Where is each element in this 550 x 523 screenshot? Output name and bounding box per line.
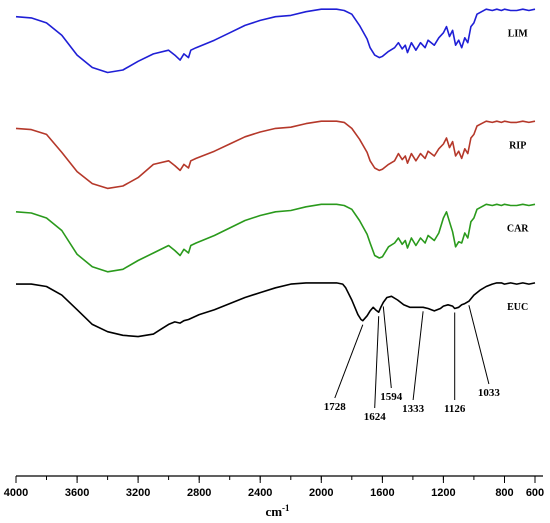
x-tick-label: 4000 <box>4 487 28 499</box>
annotation-line-1333 <box>412 311 424 401</box>
series-line-euc <box>16 282 536 338</box>
annotation-label-1126: 1126 <box>444 403 466 415</box>
x-tick-label: 3600 <box>65 487 89 499</box>
series-label-rip: RIP <box>509 140 526 151</box>
annotation-line-1624 <box>374 316 380 409</box>
x-tick-label: 600 <box>526 487 544 499</box>
series-label-car: CAR <box>507 224 529 235</box>
tick-layer: 4000 3600 3200 2800 2400 2000 1600 1200 800 600 <box>4 476 544 499</box>
annotation-label-1728: 1728 <box>324 401 347 413</box>
annotation-line-1033 <box>468 305 490 385</box>
annotation-label-1333: 1333 <box>402 403 425 415</box>
series-line-rip <box>15 120 536 190</box>
x-tick-label: 1600 <box>370 487 394 499</box>
annotation-label-1033: 1033 <box>478 387 501 399</box>
annotation-label-1624: 1624 <box>364 411 387 423</box>
series-line-lim <box>15 8 536 74</box>
x-tick-label: 2000 <box>309 487 333 499</box>
annotation-label-1594: 1594 <box>380 391 403 403</box>
x-axis-title: cm-1 <box>265 503 290 519</box>
annotation-line-1728 <box>334 324 364 399</box>
series-layer: LIM RIP CAR EUC <box>15 8 536 338</box>
x-tick-label: 3200 <box>126 487 150 499</box>
x-tick-label: 2400 <box>248 487 272 499</box>
series-label-lim: LIM <box>508 29 529 40</box>
annotation-line-1594 <box>382 306 392 389</box>
x-tick-label: 1200 <box>431 487 455 499</box>
series-label-euc: EUC <box>507 302 528 313</box>
series-line-car <box>15 203 536 273</box>
x-tick-label: 800 <box>495 487 513 499</box>
x-tick-label: 2800 <box>187 487 211 499</box>
